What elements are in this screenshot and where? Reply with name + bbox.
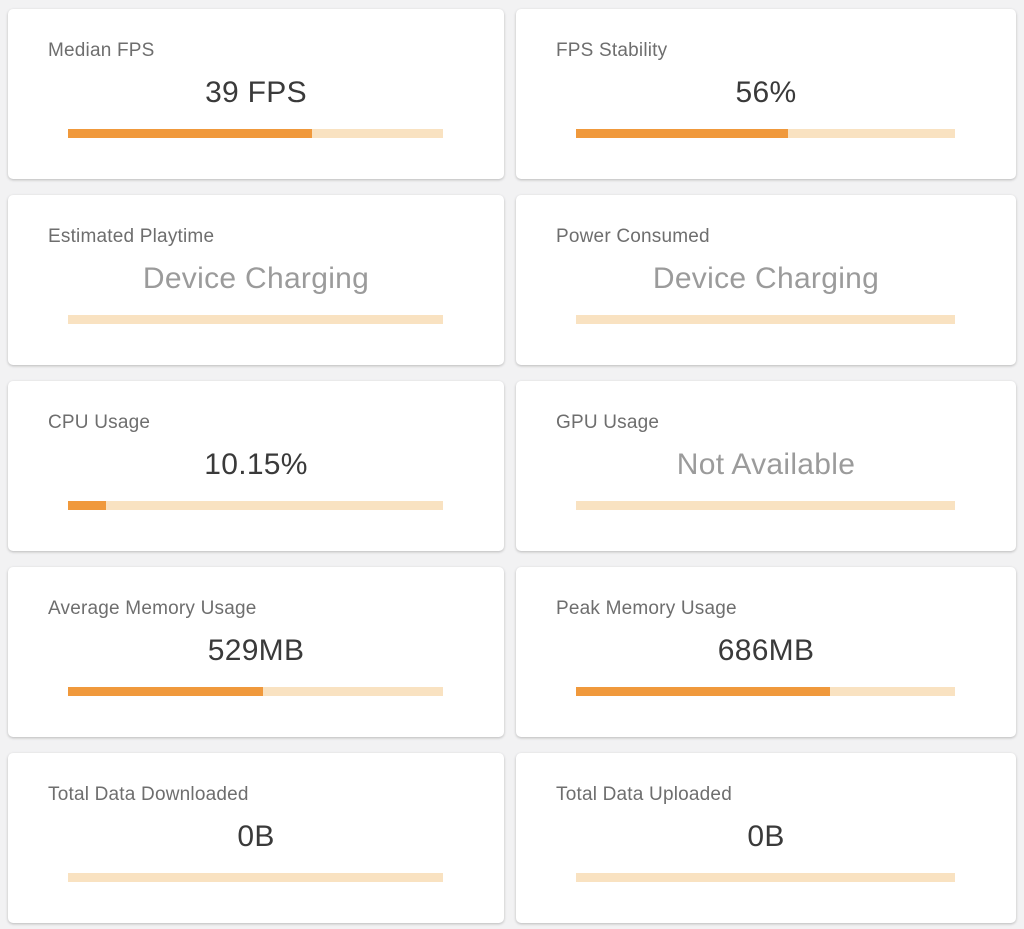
stat-card-gpu-usage: GPU Usage Not Available — [516, 381, 1016, 551]
stat-card-peak-memory-usage: Peak Memory Usage 686MB — [516, 567, 1016, 737]
card-title: FPS Stability — [556, 40, 668, 61]
stat-card-total-data-uploaded: Total Data Uploaded 0B — [516, 753, 1016, 923]
card-value: 0B — [747, 820, 785, 853]
card-title: CPU Usage — [48, 412, 151, 433]
stat-card-median-fps: Median FPS 39 FPS — [8, 9, 504, 179]
card-title: Total Data Downloaded — [48, 784, 249, 805]
stat-card-fps-stability: FPS Stability 56% — [516, 9, 1016, 179]
card-title: GPU Usage — [556, 412, 660, 433]
card-value: Device Charging — [652, 262, 880, 295]
progress-bar-fill — [68, 687, 263, 696]
progress-bar-fill — [68, 129, 312, 138]
progress-bar-track — [576, 315, 955, 324]
card-value: 0B — [237, 820, 275, 853]
stat-card-average-memory-usage: Average Memory Usage 529MB — [8, 567, 504, 737]
card-title: Median FPS — [48, 40, 155, 61]
card-title: Average Memory Usage — [48, 598, 257, 619]
progress-bar-track — [576, 129, 955, 138]
card-value: 56% — [735, 76, 797, 109]
card-value: 529MB — [207, 634, 305, 667]
progress-bar-track — [68, 315, 443, 324]
card-value: 686MB — [717, 634, 815, 667]
card-value: 39 FPS — [205, 76, 307, 109]
card-value: Not Available — [676, 448, 856, 481]
card-title: Estimated Playtime — [48, 226, 215, 247]
progress-bar-fill — [576, 129, 789, 138]
card-value: Device Charging — [142, 262, 370, 295]
progress-bar-fill — [68, 501, 106, 510]
progress-bar-track — [68, 129, 443, 138]
stat-card-estimated-playtime: Estimated Playtime Device Charging — [8, 195, 504, 365]
stat-card-power-consumed: Power Consumed Device Charging — [516, 195, 1016, 365]
progress-bar-track — [68, 873, 443, 882]
card-title: Peak Memory Usage — [556, 598, 737, 619]
progress-bar-fill — [576, 687, 830, 696]
card-title: Total Data Uploaded — [556, 784, 732, 805]
stat-card-cpu-usage: CPU Usage 10.15% — [8, 381, 504, 551]
progress-bar-track — [576, 873, 955, 882]
card-title: Power Consumed — [556, 226, 710, 247]
stat-card-total-data-downloaded: Total Data Downloaded 0B — [8, 753, 504, 923]
progress-bar-track — [576, 501, 955, 510]
progress-bar-track — [576, 687, 955, 696]
progress-bar-track — [68, 687, 443, 696]
card-value: 10.15% — [204, 448, 308, 481]
progress-bar-track — [68, 501, 443, 510]
